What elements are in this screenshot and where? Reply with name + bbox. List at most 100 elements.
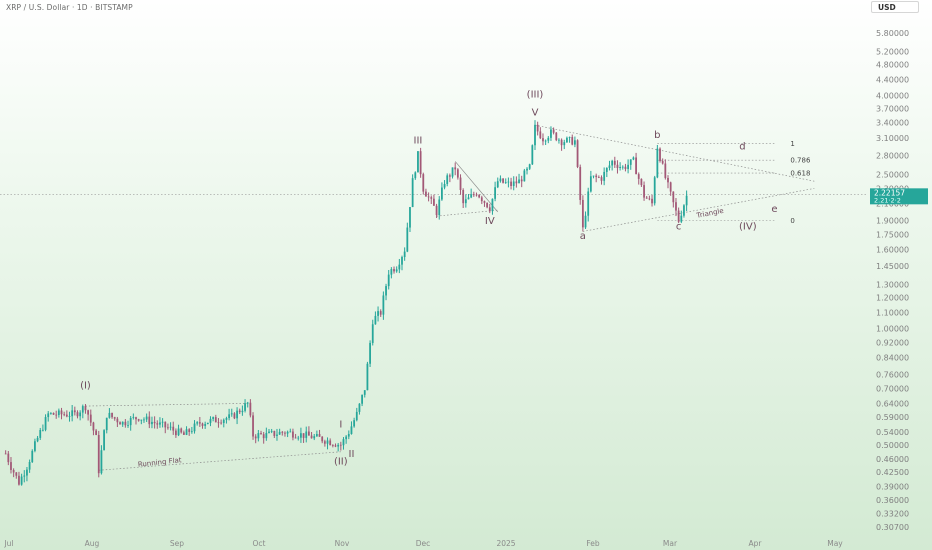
- y-tick-label: 5.20000: [876, 47, 909, 56]
- x-tick-label: Sep: [170, 539, 184, 548]
- y-tick-label: 1.10000: [876, 308, 909, 317]
- candle-body: [355, 411, 358, 421]
- price-axis[interactable]: 5.80000 5.20000 4.80000 4.40000 4.00000 3.700…: [876, 29, 909, 532]
- candle-body: [494, 187, 496, 199]
- candle-body: [111, 412, 113, 418]
- candle-body: [57, 410, 60, 415]
- candle-body: [576, 140, 579, 167]
- candle-body: [230, 413, 233, 415]
- candle-body: [132, 417, 135, 418]
- candle-body: [531, 145, 534, 165]
- currency-button[interactable]: USD: [871, 1, 919, 13]
- candle-body: [595, 175, 598, 178]
- y-tick-label: 1.45000: [876, 262, 909, 271]
- candle-body: [611, 160, 614, 166]
- x-tick-label: Apr: [749, 539, 763, 548]
- y-tick-label: 0.42500: [876, 468, 909, 477]
- candle-body: [265, 432, 268, 439]
- candle-body: [528, 164, 531, 169]
- candle-body: [353, 420, 356, 427]
- candle-body: [417, 151, 419, 173]
- candle-body: [95, 430, 97, 436]
- flat-lower-line: [98, 451, 341, 471]
- fib-level-label: 0.618: [790, 170, 810, 178]
- candle-body: [342, 439, 345, 446]
- candle-body: [156, 423, 159, 425]
- candle-body: [339, 444, 342, 446]
- candle-body: [143, 419, 145, 421]
- candle-body: [87, 410, 90, 415]
- candle-body: [337, 444, 340, 447]
- candle-body: [238, 410, 241, 413]
- candle-body: [276, 434, 278, 436]
- candle-body: [526, 168, 528, 171]
- wave-label: (II): [334, 456, 348, 467]
- candle-body: [55, 414, 58, 416]
- candle-body: [472, 194, 475, 196]
- candle-body: [140, 419, 143, 421]
- candle-body: [683, 205, 685, 216]
- candle-body: [382, 295, 385, 315]
- wave-label: II: [349, 449, 355, 460]
- candle-body: [73, 410, 76, 413]
- candle-body: [204, 424, 207, 426]
- candle-body: [121, 421, 124, 425]
- candle-body: [273, 430, 276, 436]
- candle-body: [560, 139, 563, 146]
- candle-body: [438, 199, 441, 216]
- candle-body: [334, 445, 337, 447]
- candle-body: [113, 417, 116, 419]
- candle-body: [544, 140, 547, 142]
- candle-body: [664, 163, 667, 178]
- flat-upper-line: [85, 403, 248, 407]
- candle-body: [685, 195, 688, 206]
- candle-body: [28, 461, 31, 470]
- candle-body: [390, 269, 393, 275]
- candle-body: [435, 205, 438, 216]
- candle-body: [100, 450, 103, 474]
- candle-body: [7, 453, 10, 463]
- candle-body: [167, 427, 169, 429]
- y-tick-label: 0.36000: [876, 496, 909, 505]
- candle-body: [63, 414, 66, 416]
- candle-body: [510, 181, 512, 186]
- candle-body: [180, 428, 183, 433]
- candle-body: [305, 431, 308, 438]
- candle-body: [393, 269, 395, 272]
- candle-body: [425, 191, 427, 197]
- candle-body: [579, 166, 582, 200]
- candle-body: [635, 157, 637, 175]
- candle-body: [161, 421, 164, 423]
- candle-body: [395, 269, 398, 272]
- candle-body: [470, 194, 473, 198]
- candle-body: [387, 274, 390, 287]
- candle-body: [198, 422, 201, 424]
- candle-body: [648, 198, 651, 200]
- candle-body: [137, 419, 140, 421]
- candle-body: [4, 453, 7, 455]
- candle-body: [252, 415, 254, 437]
- candle-body: [592, 175, 595, 177]
- candle-body: [480, 197, 483, 202]
- candle-body: [196, 422, 199, 424]
- wave-label: c: [676, 222, 682, 233]
- candle-body: [323, 441, 326, 444]
- candle-body: [496, 181, 499, 188]
- wedge-upper-line: [454, 161, 499, 213]
- candle-body: [193, 423, 196, 432]
- candle-body: [241, 410, 244, 413]
- y-tick-label: 1.75000: [876, 230, 909, 239]
- candle-body: [605, 167, 608, 172]
- candle-body: [587, 191, 590, 216]
- x-tick-label: Feb: [586, 539, 600, 548]
- wave-label: (IV): [739, 222, 757, 233]
- y-tick-label: 4.00000: [876, 91, 909, 100]
- candle-body: [289, 431, 292, 433]
- candle-body: [302, 433, 305, 438]
- candle-body: [262, 434, 265, 439]
- time-axis[interactable]: Jul Aug Sep Oct Nov Dec 2025 Feb Mar Apr May: [3, 539, 843, 548]
- candle-body: [52, 412, 55, 415]
- candle-body: [36, 437, 39, 442]
- y-tick-label: 1.90000: [876, 216, 909, 225]
